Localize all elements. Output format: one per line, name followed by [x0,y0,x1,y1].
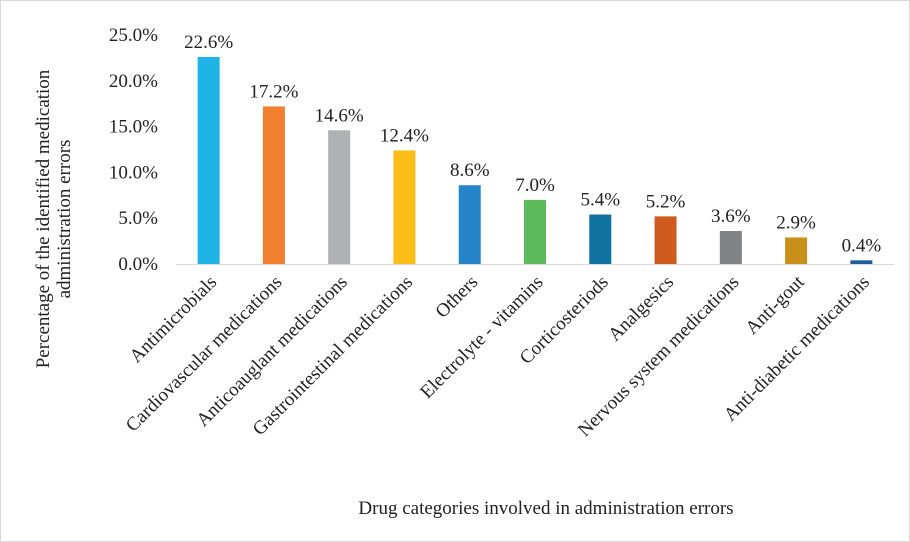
x-tick-label: Electrolyte - vitamins [416,272,547,403]
bar [262,106,285,264]
data-label: 5.2% [646,191,686,212]
y-tick-label: 15.0% [109,117,158,138]
y-axis-tick-labels: 0.0% 5.0% 10.0% 15.0% 20.0% 25.0% [109,25,158,275]
bar [654,216,677,264]
y-tick-label: 5.0% [118,208,158,229]
data-labels: 22.6% 17.2% 14.6% 12.4% 8.6% 7.0% 5.4% 5.2% 3.6%… [184,32,881,256]
x-tick-label: Anti-gout [742,271,810,339]
data-label: 3.6% [711,206,751,227]
y-tick-label: 10.0% [109,162,158,183]
bar [524,199,546,264]
bars [197,56,873,264]
bar [589,214,612,264]
y-axis-title-line: Percentage of the identified medication [33,69,54,368]
bar [719,231,742,264]
data-label: 8.6% [450,160,490,181]
bar [197,56,220,264]
y-axis-title-line: administration errors [54,140,75,299]
y-tick-label: 25.0% [109,25,158,46]
bar [785,237,808,264]
y-axis-title: Percentage of the identified medicationa… [33,69,75,368]
x-tick-label: Others [432,272,483,323]
data-label: 14.6% [315,105,364,126]
data-label: 22.6% [184,32,233,53]
y-tick-label: 0.0% [118,254,158,275]
bar [458,185,481,264]
data-label: 12.4% [380,125,429,146]
bar [328,130,351,264]
y-tick-label: 20.0% [109,71,158,92]
x-axis-title: Drug categories involved in administrati… [358,498,733,519]
data-label: 0.4% [842,235,882,256]
data-label: 7.0% [515,175,555,196]
data-label: 5.4% [580,190,620,211]
bar [393,150,416,264]
data-label: 2.9% [776,212,816,233]
bar [850,260,873,264]
data-label: 17.2% [249,81,298,102]
